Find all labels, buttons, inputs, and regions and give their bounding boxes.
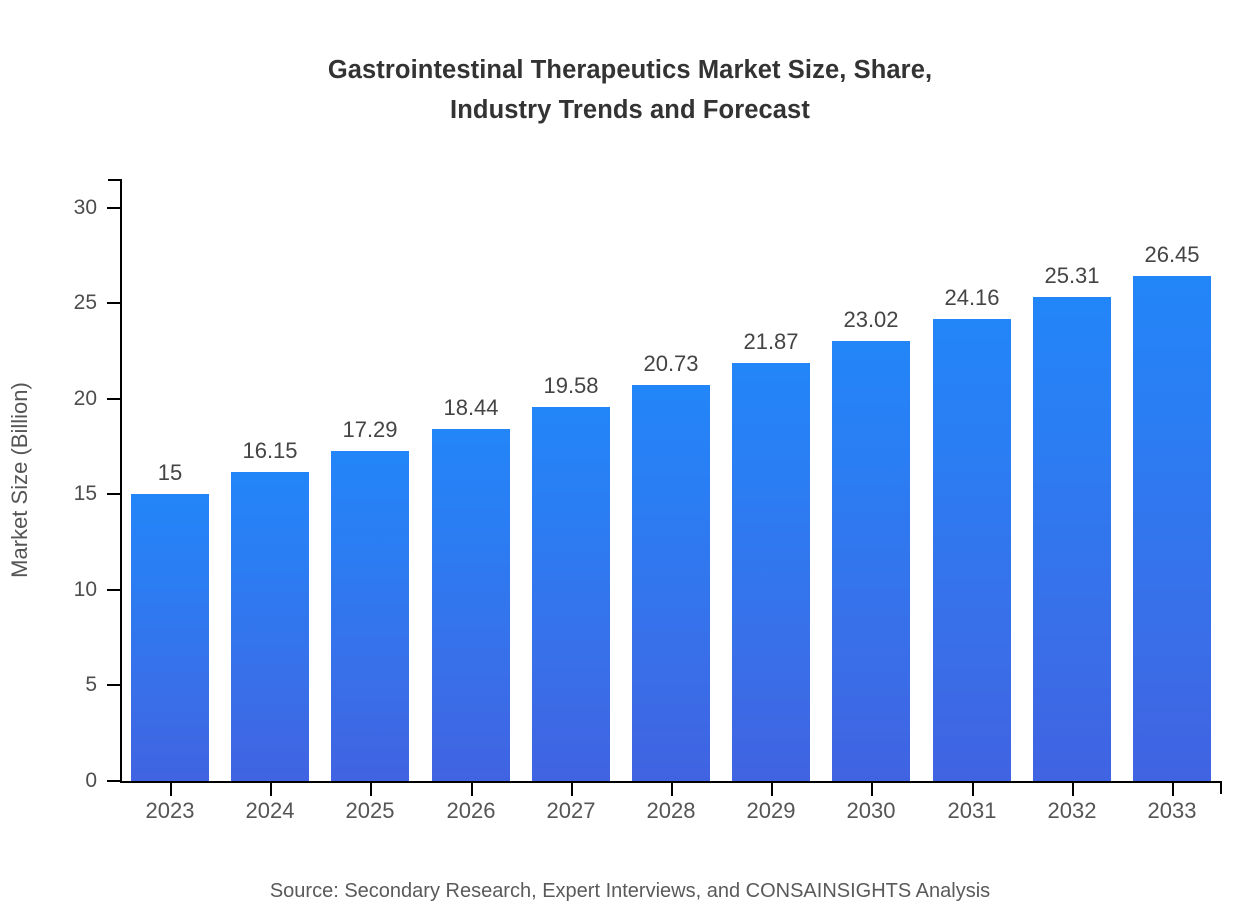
bar-2025[interactable] [331,450,409,781]
chart-title-line-1: Gastrointestinal Therapeutics Market Siz… [327,56,933,84]
bar-value-label-2031: 24.16 [944,285,1000,311]
bar-2029[interactable] [732,363,810,781]
source-note: Source: Secondary Research, Expert Inter… [269,880,991,902]
x-axis-tick [972,783,974,796]
bar-2026[interactable] [432,428,510,781]
y-axis-tick [107,780,120,782]
x-axis-tick [871,783,873,796]
x-axis-tick-label-2024: 2024 [245,798,295,823]
bar-2024[interactable] [231,472,309,781]
bar-value-label-2033: 26.45 [1144,241,1200,267]
y-axis-tick [107,302,120,305]
x-axis-tick-label-2031: 2031 [947,798,997,823]
x-axis-tick [1072,783,1074,796]
bar-2030[interactable] [832,341,910,781]
x-axis-tick-label-2028: 2028 [646,798,696,823]
x-axis-tick [671,783,673,796]
bar-value-label-2030: 23.02 [843,307,899,333]
x-axis-tick-label-2026: 2026 [446,798,496,823]
x-axis-tick [771,783,773,796]
y-axis-top-cap [108,179,122,181]
x-axis-tick-label-2027: 2027 [546,798,596,823]
y-axis-tick-label: 20 [73,386,97,410]
x-axis-tick [270,783,272,796]
x-axis-tick-label-2029: 2029 [746,798,796,823]
x-axis-tick-label-2030: 2030 [846,798,896,823]
x-axis-tick [370,783,372,796]
x-axis-tick-label-2032: 2032 [1047,798,1097,823]
bar-2027[interactable] [532,406,610,781]
x-axis-tick [571,783,573,796]
y-axis-tick [107,588,120,591]
y-axis-tick-label: 30 [73,195,97,219]
y-axis-tick [107,493,120,496]
y-axis-title: Market Size (Billion) [7,382,32,578]
chart-title: Gastrointestinal Therapeutics Market Siz… [0,50,1260,130]
x-axis-end-cap [1220,781,1222,794]
y-axis-tick [107,206,120,209]
bar-2023[interactable] [131,494,209,781]
bar-value-label-2029: 21.87 [743,329,799,355]
bar-2033[interactable] [1133,275,1211,781]
x-axis-tick [471,783,473,796]
bar-value-label-2026: 18.44 [443,394,499,420]
bar-value-label-2024: 16.15 [242,438,298,464]
y-axis-tick [107,397,120,400]
y-axis-tick-label: 25 [73,291,97,315]
bar-value-label-2032: 25.31 [1044,263,1100,289]
x-axis-tick-label-2033: 2033 [1147,798,1197,823]
bar-value-label-2028: 20.73 [643,350,699,376]
bar-2032[interactable] [1033,297,1111,781]
chart-title-line-2: Industry Trends and Forecast [450,96,810,124]
x-axis-line [120,781,1222,783]
bar-value-label-2027: 19.58 [543,372,599,398]
y-axis-tick-label: 5 [85,673,97,697]
y-axis-tick-label: 10 [73,577,97,601]
bar-2028[interactable] [632,384,710,781]
y-axis-tick-label: 15 [73,482,97,506]
x-axis-tick-label-2023: 2023 [145,798,195,823]
x-axis-tick [170,783,172,796]
bar-2031[interactable] [933,319,1011,781]
x-axis-tick [1172,783,1174,796]
bar-value-label-2023: 15 [157,460,183,486]
x-axis-tick-label-2025: 2025 [345,798,395,823]
y-axis-tick-label: 0 [85,769,97,792]
y-axis-line [120,179,122,783]
bar-value-label-2025: 17.29 [342,416,398,442]
y-axis-tick [107,684,120,687]
